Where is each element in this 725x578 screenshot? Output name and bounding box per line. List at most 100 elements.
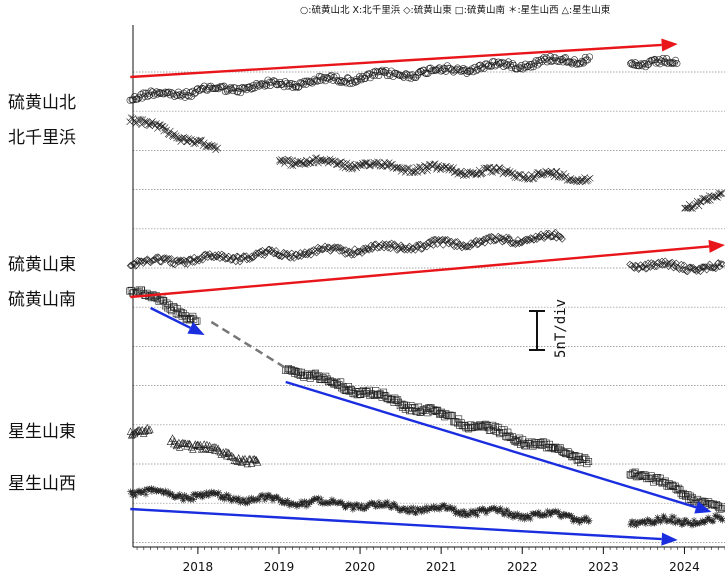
data-point bbox=[214, 144, 221, 152]
station-label: 星生山西 bbox=[8, 474, 76, 494]
data-point bbox=[476, 506, 483, 513]
data-point bbox=[421, 406, 429, 414]
data-point bbox=[362, 159, 370, 167]
data-point bbox=[433, 66, 441, 74]
data-point bbox=[639, 519, 646, 526]
data-point bbox=[204, 143, 211, 151]
data-point bbox=[206, 250, 214, 258]
data-point bbox=[671, 513, 678, 521]
station-label: 硫黄山南 bbox=[8, 290, 76, 310]
data-point bbox=[505, 234, 513, 242]
data-point bbox=[471, 507, 479, 514]
data-point bbox=[218, 250, 226, 258]
data-point bbox=[430, 503, 437, 510]
data-point bbox=[174, 258, 182, 266]
data-point bbox=[719, 517, 725, 524]
data-point bbox=[487, 506, 495, 513]
data-point bbox=[235, 496, 243, 503]
data-point bbox=[402, 507, 410, 515]
data-point bbox=[533, 170, 541, 178]
data-point bbox=[393, 164, 401, 171]
data-point bbox=[261, 80, 269, 88]
data-point bbox=[552, 168, 560, 175]
data-point bbox=[463, 243, 471, 251]
data-point bbox=[275, 252, 284, 260]
data-point bbox=[551, 54, 559, 62]
data-point bbox=[187, 315, 195, 323]
data-point bbox=[327, 71, 335, 79]
data-point bbox=[311, 495, 318, 502]
data-point bbox=[462, 511, 469, 519]
data-point bbox=[246, 498, 253, 505]
x-tick-label: 2020 bbox=[345, 560, 376, 574]
data-point bbox=[397, 241, 405, 249]
data-point bbox=[456, 169, 464, 177]
data-point bbox=[218, 492, 225, 500]
data-point bbox=[453, 508, 460, 515]
data-point bbox=[391, 501, 398, 508]
data-point bbox=[189, 445, 197, 453]
data-point bbox=[131, 489, 138, 496]
data-point bbox=[499, 235, 507, 243]
data-point bbox=[274, 495, 282, 502]
data-point bbox=[162, 487, 169, 495]
data-point bbox=[456, 511, 463, 518]
data-point bbox=[504, 428, 512, 436]
data-point bbox=[573, 178, 580, 186]
data-point bbox=[376, 162, 384, 170]
data-point bbox=[458, 512, 466, 519]
x-tick-label: 2021 bbox=[426, 560, 457, 574]
data-point bbox=[270, 77, 278, 85]
data-point bbox=[141, 486, 148, 494]
data-point bbox=[495, 429, 503, 437]
data-point bbox=[555, 508, 562, 515]
data-point bbox=[655, 516, 663, 524]
data-point bbox=[520, 236, 528, 245]
data-point bbox=[142, 491, 150, 498]
data-point bbox=[343, 249, 351, 257]
data-point bbox=[696, 520, 703, 527]
data-point bbox=[349, 389, 357, 397]
data-point bbox=[480, 506, 487, 513]
data-point bbox=[287, 161, 295, 169]
data-point bbox=[190, 496, 197, 503]
data-point bbox=[382, 67, 390, 75]
data-point bbox=[359, 160, 367, 167]
data-point bbox=[381, 499, 389, 506]
data-point bbox=[690, 517, 698, 524]
data-point bbox=[265, 245, 274, 253]
data-point bbox=[210, 253, 218, 262]
data-point bbox=[350, 77, 358, 85]
data-point bbox=[448, 506, 455, 513]
arrow-head bbox=[661, 532, 678, 546]
data-point bbox=[569, 176, 576, 184]
data-point bbox=[533, 235, 541, 243]
data-point bbox=[392, 503, 399, 510]
data-point bbox=[200, 139, 208, 147]
data-point bbox=[168, 89, 176, 97]
data-point bbox=[284, 497, 291, 504]
data-point bbox=[474, 512, 481, 519]
data-point bbox=[387, 239, 396, 247]
data-point bbox=[292, 83, 300, 91]
data-point bbox=[340, 502, 348, 509]
data-point bbox=[264, 491, 272, 499]
data-point bbox=[641, 260, 649, 268]
data-point bbox=[275, 80, 283, 88]
data-point bbox=[208, 491, 216, 498]
data-point bbox=[459, 507, 467, 515]
data-point bbox=[349, 79, 357, 87]
data-point bbox=[214, 250, 223, 259]
data-point bbox=[322, 372, 330, 380]
data-point bbox=[453, 242, 461, 251]
data-point bbox=[641, 517, 648, 525]
data-point bbox=[520, 439, 528, 447]
data-point bbox=[298, 501, 306, 508]
data-point bbox=[145, 486, 152, 493]
data-point bbox=[207, 445, 215, 453]
data-point bbox=[663, 518, 670, 525]
data-point bbox=[538, 57, 546, 65]
data-point bbox=[286, 79, 294, 87]
data-point bbox=[485, 233, 493, 241]
data-point bbox=[193, 317, 201, 325]
